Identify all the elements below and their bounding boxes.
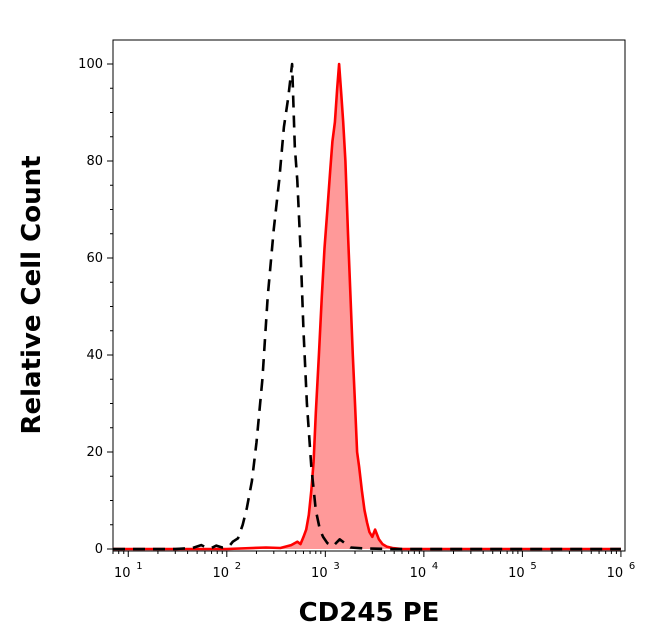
x-tick-exponent: 3: [333, 561, 339, 572]
x-axis: 10 1 10 2 10 3 10 4 10 5 10 6: [112, 551, 635, 581]
x-tick-exponent: 1: [136, 561, 142, 572]
x-tick-label: 10: [311, 566, 328, 581]
series-layer: [113, 62, 621, 551]
y-tick-label: 0: [95, 542, 103, 557]
x-tick-exponent: 6: [629, 561, 635, 572]
y-tick-label: 20: [86, 445, 103, 460]
x-axis-title: CD245 PE: [299, 598, 440, 628]
x-tick-label: 10: [607, 566, 624, 581]
y-tick-label: 80: [86, 154, 103, 169]
x-tick-label: 10: [508, 566, 525, 581]
series-line-dashed: [113, 62, 621, 551]
x-tick-exponent: 4: [432, 561, 438, 572]
plot-frame: [112, 39, 626, 552]
y-axis-title: Relative Cell Count: [17, 155, 47, 434]
y-tick-label: 40: [86, 348, 103, 363]
y-tick-label: 60: [86, 251, 103, 266]
x-tick-label: 10: [114, 566, 131, 581]
y-axis: 0 20 40 60 80 100: [78, 57, 113, 557]
x-tick-exponent: 2: [235, 561, 241, 572]
y-tick-label: 100: [78, 57, 103, 72]
series-line-solid: [113, 62, 621, 551]
x-tick-label: 10: [213, 566, 230, 581]
x-tick-exponent: 5: [530, 561, 536, 572]
x-tick-label: 10: [410, 566, 427, 581]
